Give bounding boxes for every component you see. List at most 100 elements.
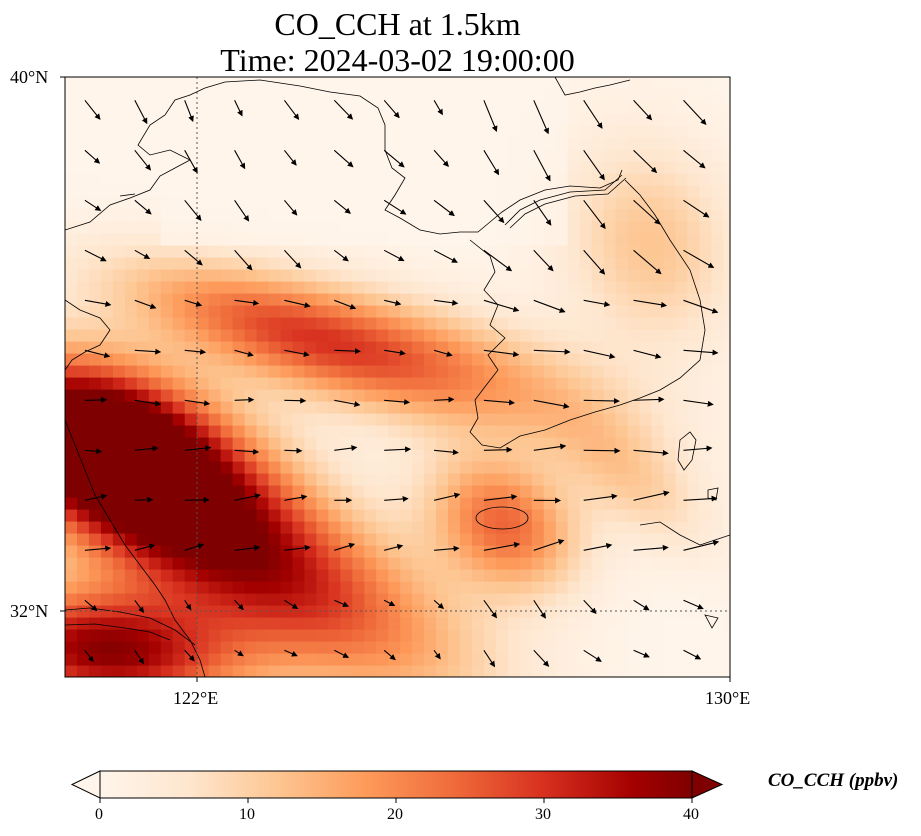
field-cell — [304, 377, 317, 390]
field-cell — [687, 233, 700, 246]
field-cell — [160, 209, 174, 222]
field-cell — [507, 257, 521, 270]
field-cell — [376, 437, 389, 450]
field-cell — [400, 581, 413, 594]
field-cell — [591, 221, 605, 234]
field-cell — [364, 293, 377, 306]
field-cell — [196, 509, 210, 522]
field-cell — [256, 557, 270, 570]
field-cell — [460, 341, 473, 354]
field-cell — [304, 521, 317, 534]
field-cell — [675, 149, 689, 162]
field-cell — [77, 665, 90, 677]
field-cell — [603, 389, 617, 402]
field-cell — [316, 569, 329, 582]
field-cell — [172, 365, 186, 378]
field-cell — [400, 77, 413, 90]
field-cell — [388, 437, 401, 450]
field-cell — [388, 137, 401, 150]
field-cell — [663, 653, 677, 666]
field-cell — [244, 413, 258, 426]
field-cell — [304, 401, 317, 414]
field-cell — [136, 77, 150, 78]
field-cell — [495, 245, 509, 258]
field-cell — [639, 509, 653, 522]
field-cell — [567, 401, 581, 414]
field-cell — [244, 593, 258, 606]
field-cell — [77, 413, 90, 426]
field-cell — [292, 641, 305, 654]
field-cell — [531, 533, 545, 546]
cb-label-30: 30 — [535, 806, 551, 823]
field-cell — [699, 485, 712, 498]
field-cell — [112, 377, 126, 390]
field-cell — [77, 605, 90, 618]
field-cell — [376, 533, 389, 546]
field-cell — [555, 77, 569, 78]
field-cell — [531, 293, 545, 306]
field-cell — [472, 449, 485, 462]
field-cell — [639, 377, 653, 390]
field-cell — [256, 521, 270, 534]
field-cell — [232, 485, 246, 498]
field-cell — [148, 617, 162, 630]
field-cell — [543, 137, 557, 150]
field-cell — [555, 605, 569, 618]
field-cell — [495, 629, 509, 642]
field-cell — [65, 173, 78, 186]
field-cell — [388, 329, 401, 342]
field-cell — [304, 293, 317, 306]
field-cell — [136, 161, 150, 174]
field-cell — [352, 101, 365, 114]
field-cell — [400, 269, 413, 282]
field-cell — [220, 617, 234, 630]
field-cell — [100, 461, 114, 474]
field-cell — [328, 521, 341, 534]
field-cell — [555, 437, 569, 450]
field-cell — [244, 341, 258, 354]
field-cell — [723, 149, 730, 162]
field-cell — [136, 269, 150, 282]
field-cell — [555, 545, 569, 558]
field-cell — [112, 185, 126, 198]
wind-arrow — [134, 348, 162, 355]
field-cell — [77, 401, 90, 414]
field-cell — [424, 629, 437, 642]
field-cell — [196, 113, 210, 126]
field-cell — [543, 389, 557, 402]
wind-arrow — [184, 445, 212, 452]
field-cell — [723, 341, 730, 354]
field-cell — [232, 137, 246, 150]
field-cell — [723, 293, 730, 306]
field-cell — [615, 149, 629, 162]
field-cell — [376, 269, 389, 282]
field-cell — [424, 665, 437, 677]
field-cell — [208, 173, 222, 186]
field-cell — [472, 281, 485, 294]
field-cell — [316, 89, 329, 102]
field-cell — [543, 593, 557, 606]
field-cell — [448, 569, 461, 582]
field-cell — [567, 389, 581, 402]
field-cell — [603, 89, 617, 102]
field-cell — [543, 569, 557, 582]
field-cell — [352, 389, 365, 402]
field-cell — [364, 221, 377, 234]
field-cell — [484, 221, 497, 234]
field-cell — [507, 77, 521, 78]
field-cell — [675, 389, 689, 402]
field-cell — [65, 317, 78, 330]
field-cell — [436, 629, 449, 642]
wind-arrow — [633, 99, 653, 121]
field-cell — [77, 485, 90, 498]
field-cell — [699, 365, 712, 378]
field-cell — [77, 77, 90, 78]
field-cell — [65, 149, 78, 162]
field-cell — [172, 521, 186, 534]
field-cell — [65, 461, 78, 474]
field-cell — [112, 125, 126, 138]
field-cell — [376, 209, 389, 222]
field-cell — [591, 581, 605, 594]
field-cell — [615, 281, 629, 294]
field-cell — [160, 137, 174, 150]
